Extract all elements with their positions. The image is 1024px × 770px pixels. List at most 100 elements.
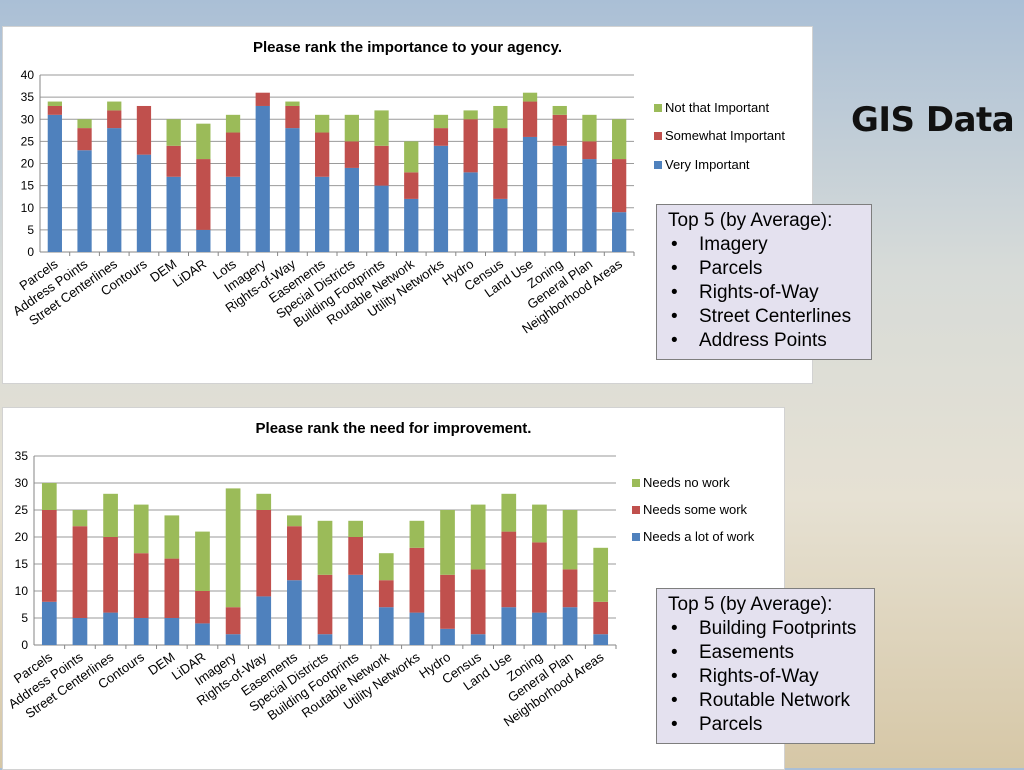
y-tick-label: 15: [15, 557, 29, 571]
y-tick-label: 25: [15, 503, 29, 517]
list-item: Rights-of-Way: [668, 665, 864, 689]
list-item: Imagery: [668, 233, 861, 257]
bar-segment: [195, 531, 210, 591]
bar-segment: [404, 141, 419, 173]
bar-segment: [409, 520, 425, 548]
bar-segment: [77, 150, 92, 252]
bar-segment: [409, 547, 425, 613]
bar-segment: [501, 493, 517, 532]
y-tick-label: 35: [21, 90, 35, 104]
bar-segment: [287, 515, 302, 527]
bar-segment: [315, 176, 330, 252]
y-tick-label: 15: [21, 179, 35, 193]
bar-segment: [225, 176, 241, 252]
list-item: Building Footprints: [668, 617, 864, 641]
bar-segment: [433, 145, 449, 252]
y-tick-label: 30: [21, 112, 35, 126]
bar-segment: [404, 198, 419, 252]
y-tick-label: 35: [15, 449, 29, 463]
y-tick-label: 0: [27, 245, 34, 259]
bar-segment: [164, 558, 180, 618]
bar-segment: [582, 114, 597, 142]
chart-title: Please rank the need for improvement.: [255, 420, 532, 437]
bar-segment: [256, 493, 272, 510]
bar-segment: [256, 510, 272, 597]
bar-segment: [107, 110, 122, 129]
list-item: Parcels: [668, 257, 861, 281]
bar-segment: [255, 105, 270, 252]
bar-segment: [47, 114, 62, 252]
bar-segment: [196, 229, 211, 252]
bar-segment: [582, 141, 597, 160]
legend-item-needs-some-work: Needs some work: [632, 502, 747, 517]
y-tick-label: 5: [27, 223, 34, 237]
legend-label: Not that Important: [665, 100, 770, 115]
bar-segment: [107, 101, 122, 111]
legend-label: Somewhat Important: [665, 128, 785, 143]
bar-segment: [285, 128, 300, 252]
bar-segment: [562, 607, 578, 645]
x-category-label: LiDAR: [170, 256, 209, 290]
legend-swatch: [632, 478, 640, 487]
bar-segment: [166, 176, 181, 252]
bar-segment: [256, 596, 272, 645]
top5-list: Imagery Parcels Rights-of-Way Street Cen…: [668, 233, 861, 353]
bar-segment: [348, 574, 363, 645]
bar-segment: [522, 101, 538, 137]
bar-segment: [196, 123, 211, 160]
bar-segment: [440, 628, 455, 645]
bar-segment: [378, 580, 394, 608]
bar-segment: [164, 618, 180, 645]
bar-segment: [225, 132, 241, 177]
list-item: Rights-of-Way: [668, 281, 861, 305]
bar-segment: [593, 634, 609, 645]
bar-segment: [522, 136, 538, 252]
bar-segment: [133, 618, 149, 645]
bar-segment: [552, 145, 567, 252]
bar-segment: [433, 128, 449, 146]
bar-segment: [72, 510, 88, 527]
bar-segment: [344, 141, 359, 168]
y-tick-label: 30: [15, 476, 29, 490]
bar-segment: [501, 531, 517, 608]
bar-segment: [344, 114, 359, 142]
y-tick-label: 20: [15, 530, 29, 544]
bar-segment: [77, 119, 92, 129]
legend-label: Needs some work: [643, 502, 748, 517]
bar-segment: [348, 520, 363, 537]
bar-segment: [493, 128, 508, 199]
bar-segment: [501, 607, 517, 645]
list-item: Easements: [668, 641, 864, 665]
bar-segment: [582, 159, 597, 252]
y-tick-label: 25: [21, 134, 35, 148]
bar-segment: [315, 114, 330, 133]
bar-segment: [72, 618, 88, 645]
bar-segment: [136, 154, 152, 252]
bar-segment: [409, 612, 425, 645]
top5-improvement-box: Top 5 (by Average): Building Footprints …: [656, 588, 875, 744]
bar-segment: [532, 542, 547, 613]
bar-segment: [522, 92, 538, 102]
list-item: Address Points: [668, 329, 861, 353]
slide-title: GIS Data: [851, 100, 1015, 140]
legend-label: Needs a lot of work: [643, 529, 755, 544]
bar-segment: [195, 623, 210, 645]
y-tick-label: 40: [21, 68, 35, 82]
y-tick-label: 5: [21, 611, 28, 625]
bar-segment: [225, 114, 241, 133]
bar-segment: [593, 601, 609, 635]
legend-item-very-important: Very Important: [654, 157, 750, 172]
y-tick-label: 10: [15, 584, 29, 598]
bar-segment: [374, 185, 389, 252]
y-tick-label: 0: [21, 638, 28, 652]
bar-segment: [493, 105, 508, 129]
bar-segment: [440, 574, 455, 629]
chart-title: Please rank the importance to your agenc…: [253, 39, 562, 56]
bar-segment: [374, 145, 389, 186]
bar-segment: [470, 569, 486, 635]
legend-label: Needs no work: [643, 475, 730, 490]
bar-segment: [107, 128, 122, 252]
bar-segment: [287, 580, 302, 645]
